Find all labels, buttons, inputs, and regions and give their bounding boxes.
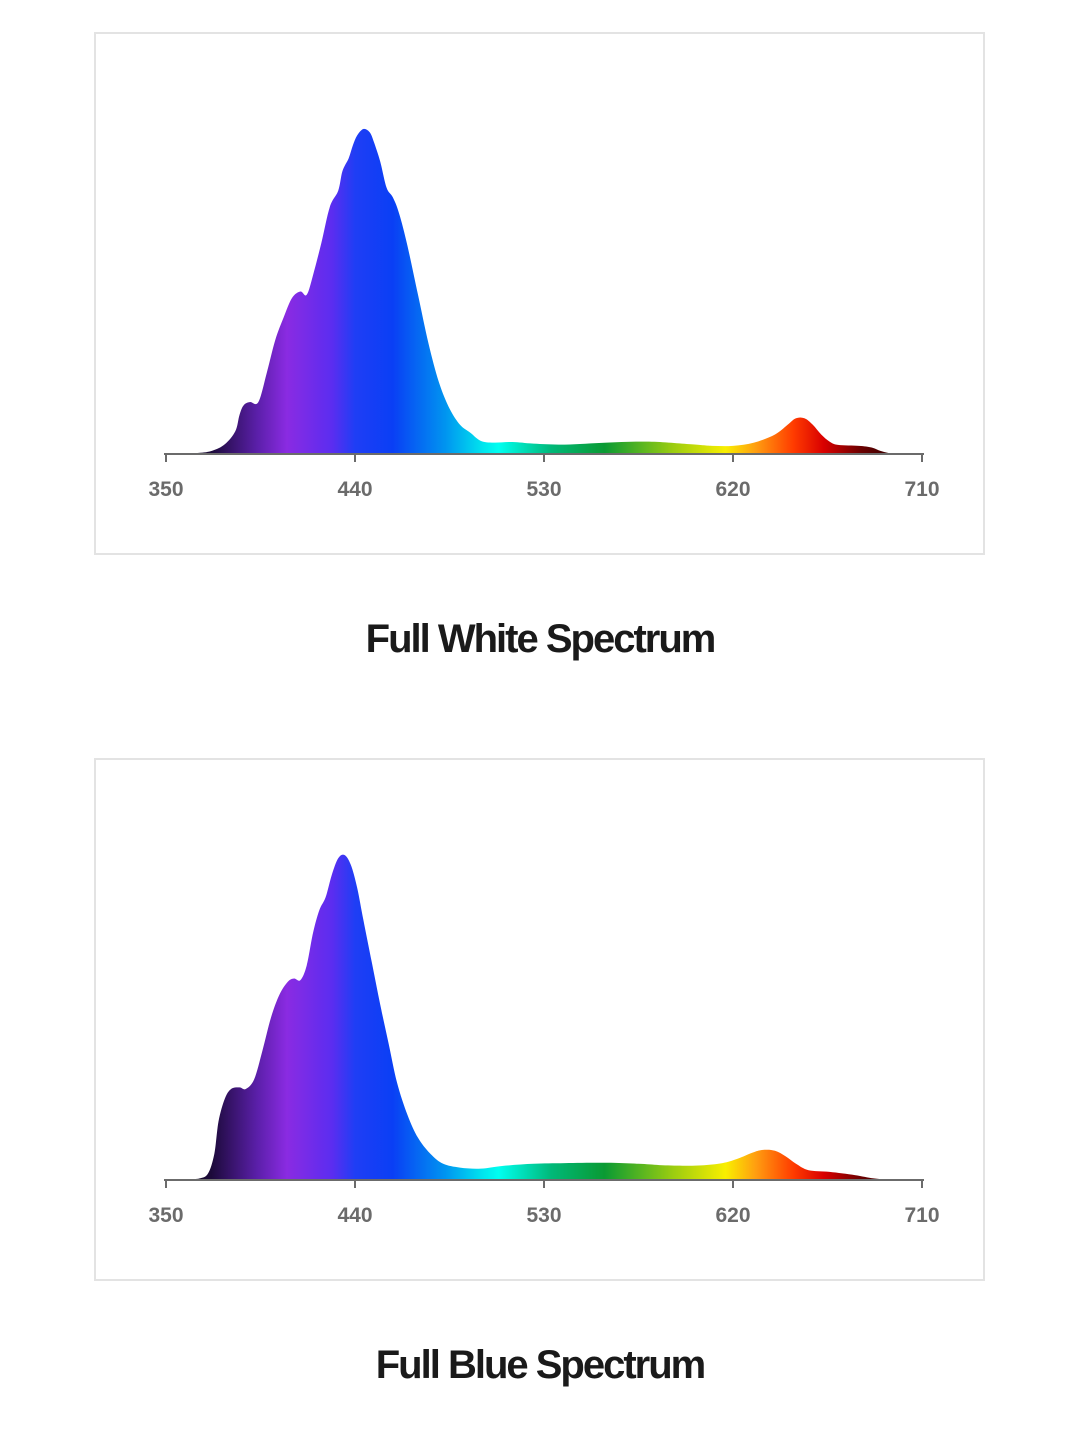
x-tick-label-620: 620 [715,1204,750,1227]
chart-panel-full-white: 350 440 530 620 710 [94,32,985,555]
x-tick-label-440: 440 [337,1204,372,1227]
x-tick-label-530: 530 [526,1204,561,1227]
x-tick-label-350: 350 [148,1204,183,1227]
x-tick-label-350: 350 [148,478,183,501]
chart-title-full-blue: Full Blue Spectrum [375,1343,707,1387]
spectrum-chart-full-blue: 350 440 530 620 710 [148,854,940,1227]
chart-title-full-white: Full White Spectrum [365,617,717,661]
x-tick-label-620: 620 [715,478,750,501]
spectrum-area [166,128,897,454]
x-tick-label-710: 710 [904,478,939,501]
x-tick-label-530: 530 [526,478,561,501]
chart-panel-full-blue: 350 440 530 620 710 [94,758,985,1281]
x-tick-label-710: 710 [904,1204,939,1227]
x-tick-label-440: 440 [337,478,372,501]
spectrum-chart-full-white: 350 440 530 620 710 [148,128,940,501]
spectrum-area [166,854,891,1180]
